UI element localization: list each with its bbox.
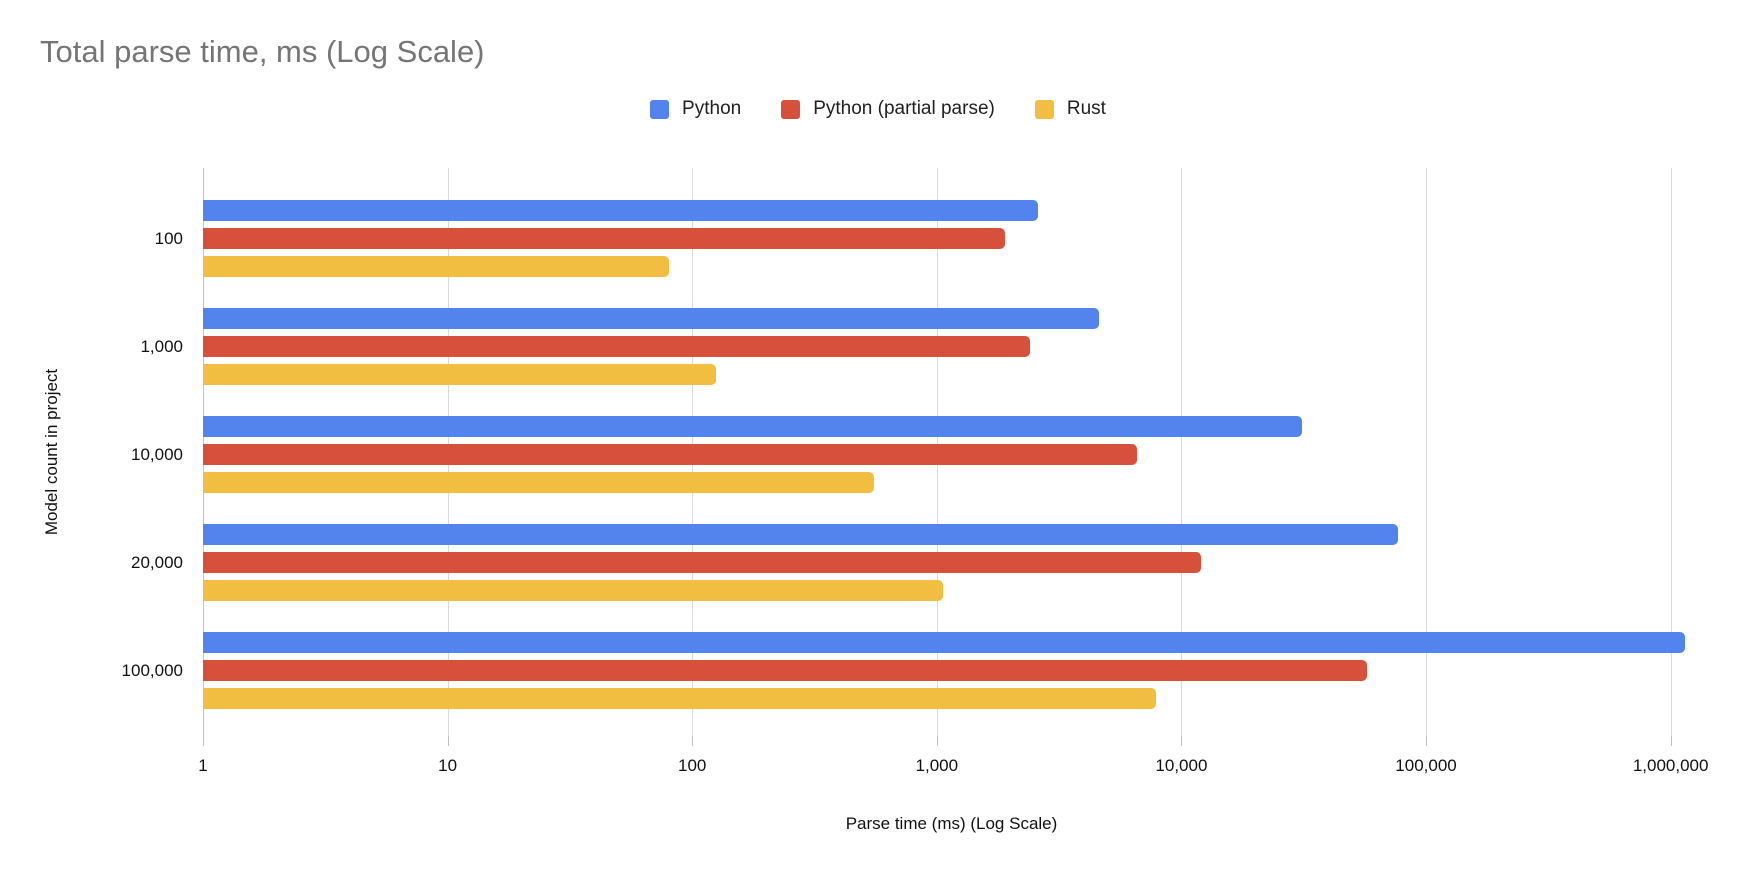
- legend-item-python-partial-parse: Python (partial parse): [781, 98, 995, 120]
- bar-group-20000: [203, 524, 1700, 601]
- bar-python-1000: [203, 308, 1099, 329]
- y-tick-label: 1,000: [140, 336, 183, 356]
- bar-python-partial-parse-1000: [203, 336, 1030, 357]
- legend: Python Python (partial parse) Rust: [0, 98, 1756, 120]
- x-axis-tick: [692, 736, 694, 746]
- legend-swatch-icon: [781, 99, 801, 119]
- bar-python-100: [203, 200, 1039, 221]
- x-tick-label: 100: [678, 756, 707, 775]
- y-tick-label: 100,000: [121, 660, 183, 680]
- x-axis-tick: [447, 736, 449, 746]
- x-axis-tick: [1181, 736, 1183, 746]
- bar-python-partial-parse-20000: [203, 552, 1201, 573]
- x-tick-label: 1: [198, 756, 208, 775]
- bar-python-partial-parse-10000: [203, 444, 1138, 465]
- bar-rust-100000: [203, 688, 1157, 709]
- chart-title: Total parse time, ms (Log Scale): [40, 34, 485, 69]
- x-axis-labels: 1 10 100 1,000 10,000 100,000 1,000,000: [198, 756, 1708, 780]
- x-axis-tick: [1426, 736, 1428, 746]
- bar-rust-20000: [203, 580, 943, 601]
- bar-python-100000: [203, 632, 1686, 653]
- y-tick-label: 10,000: [131, 444, 183, 464]
- legend-item-rust: Rust: [1034, 98, 1106, 120]
- bar-rust-100: [203, 256, 669, 277]
- plot-area: [203, 168, 1700, 746]
- x-tick-label: 10,000: [1155, 756, 1208, 775]
- bar-python-partial-parse-100: [203, 228, 1005, 249]
- legend-label: Python: [682, 98, 742, 119]
- bar-python-20000: [203, 524, 1399, 545]
- x-tick-label: 1,000: [915, 756, 959, 775]
- bar-group-10000: [203, 416, 1700, 493]
- y-tick-label: 20,000: [131, 552, 183, 572]
- legend-swatch-icon: [650, 99, 670, 119]
- legend-label: Python (partial parse): [813, 98, 995, 119]
- gridline-1,000,000: [1670, 168, 1672, 736]
- x-axis-title: Parse time (ms) (Log Scale): [845, 814, 1058, 833]
- x-axis-tick: [203, 736, 204, 746]
- legend-swatch-icon: [1034, 99, 1054, 119]
- bar-group-100: [203, 200, 1700, 277]
- bar-group-100000: [203, 632, 1700, 709]
- bar-rust-1000: [203, 364, 716, 385]
- y-tick-label: 100: [154, 228, 183, 248]
- x-tick-label: 1,000,000: [1632, 756, 1709, 775]
- bar-python-partial-parse-100000: [203, 660, 1368, 681]
- legend-item-python: Python: [650, 98, 741, 120]
- x-axis-tick: [1670, 736, 1672, 746]
- bar-python-10000: [203, 416, 1302, 437]
- legend-label: Rust: [1066, 98, 1106, 119]
- bar-rust-10000: [203, 472, 875, 493]
- gridline-100,000: [1426, 168, 1428, 736]
- x-axis-tick: [936, 736, 938, 746]
- gridline-10,000: [1181, 168, 1183, 736]
- x-tick-label: 10: [438, 756, 458, 775]
- bar-group-1000: [203, 308, 1700, 385]
- x-tick-label: 100,000: [1395, 756, 1457, 775]
- y-axis-labels: 100 1,000 10,000 20,000 100,000: [0, 168, 183, 736]
